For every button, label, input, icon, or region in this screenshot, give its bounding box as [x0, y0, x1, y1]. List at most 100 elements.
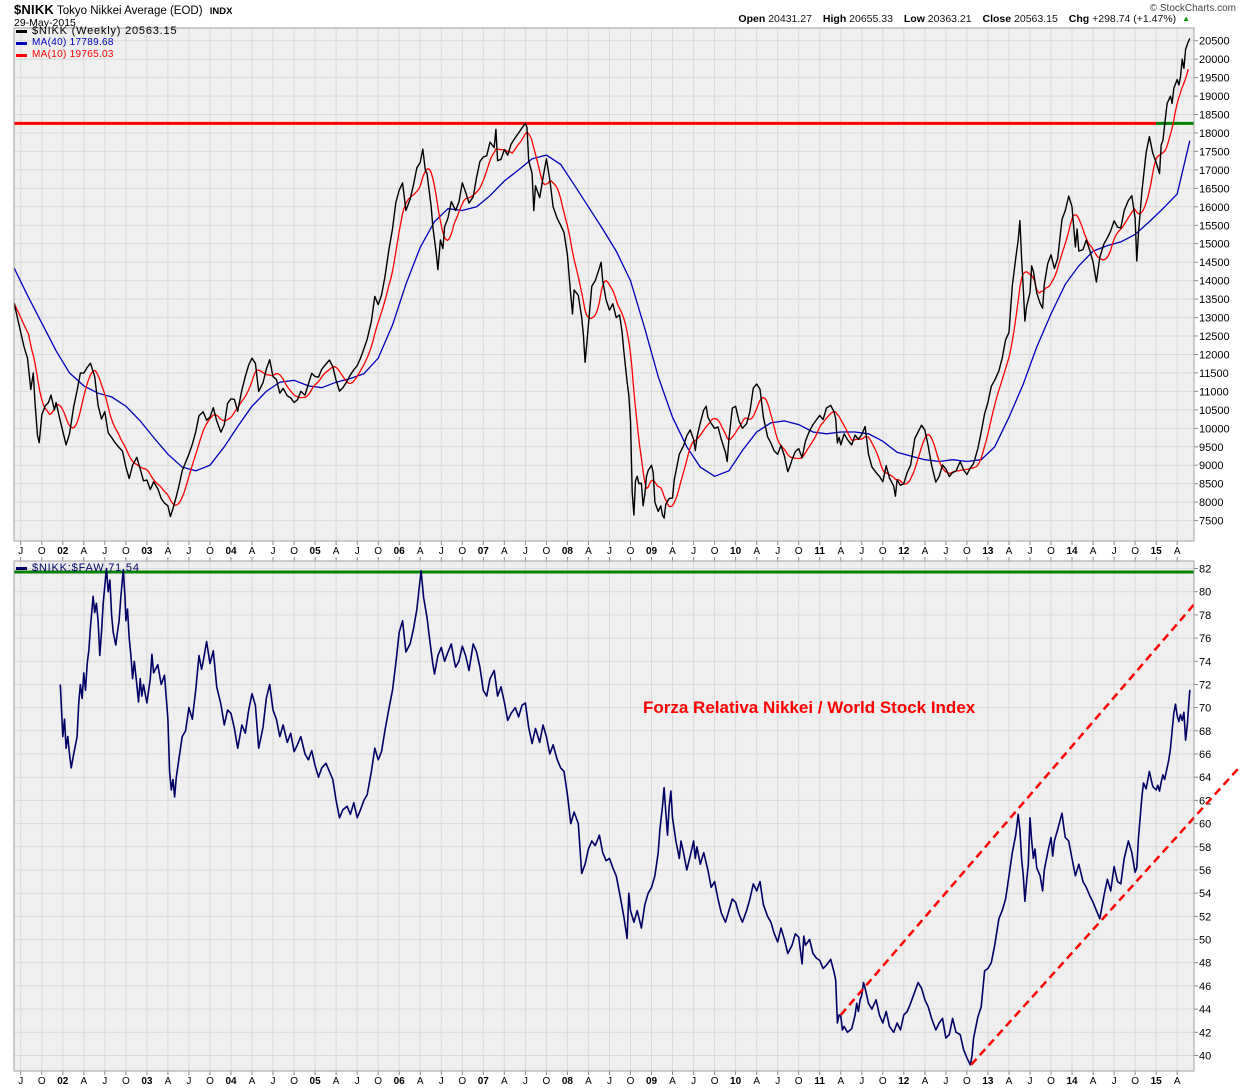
- low-value: 20363.21: [927, 13, 972, 25]
- svg-text:J: J: [18, 1076, 23, 1087]
- svg-text:10: 10: [730, 1076, 742, 1087]
- svg-text:J: J: [271, 546, 276, 557]
- svg-text:64: 64: [1199, 772, 1211, 784]
- exchange-label: INDX: [209, 6, 233, 17]
- ratio-panel-border: [13, 560, 1195, 1072]
- svg-text:O: O: [1047, 546, 1055, 557]
- svg-text:J: J: [691, 546, 696, 557]
- svg-text:A: A: [80, 1076, 87, 1087]
- svg-text:02: 02: [57, 546, 69, 557]
- svg-text:J: J: [943, 1076, 948, 1087]
- svg-text:13: 13: [982, 546, 994, 557]
- svg-text:O: O: [543, 546, 551, 557]
- svg-text:13000: 13000: [1199, 313, 1230, 325]
- svg-text:11000: 11000: [1199, 386, 1229, 398]
- svg-text:J: J: [439, 546, 444, 557]
- svg-text:46: 46: [1199, 981, 1211, 993]
- ratio-line-swatch-icon: [16, 566, 27, 570]
- svg-text:A: A: [1174, 546, 1181, 557]
- ohlc-quote-bar: Open 20431.27 High 20655.33 Low 20363.21…: [730, 13, 1190, 25]
- high-value: 20655.33: [849, 13, 893, 25]
- close-label: Close: [982, 13, 1012, 25]
- svg-text:A: A: [585, 546, 592, 557]
- svg-text:J: J: [102, 1076, 107, 1087]
- svg-text:O: O: [290, 546, 298, 557]
- svg-text:O: O: [963, 1076, 971, 1087]
- svg-text:J: J: [1028, 546, 1033, 557]
- svg-text:J: J: [691, 1076, 696, 1087]
- legend-item-ma10: MA(10) 19765.03: [16, 49, 177, 61]
- svg-text:A: A: [922, 546, 929, 557]
- svg-text:O: O: [458, 546, 466, 557]
- svg-text:J: J: [1112, 1076, 1117, 1087]
- chg-value: +298.74 (+1.47%): [1092, 13, 1177, 25]
- svg-text:A: A: [501, 1076, 508, 1087]
- svg-text:J: J: [439, 1076, 444, 1087]
- svg-text:15500: 15500: [1199, 220, 1230, 232]
- svg-text:50: 50: [1199, 935, 1211, 947]
- ma40-line: [14, 140, 1191, 478]
- svg-text:19500: 19500: [1199, 73, 1230, 85]
- svg-text:J: J: [355, 1076, 360, 1087]
- instrument-name: Tokyo Nikkei Average (EOD): [57, 5, 203, 17]
- svg-text:J: J: [943, 546, 948, 557]
- svg-text:05: 05: [310, 1076, 322, 1087]
- svg-text:J: J: [186, 546, 191, 557]
- y-axis-labels: 7500 8000 8500 9000 9500 10000 10500 11000 11500…: [1199, 36, 1230, 1063]
- svg-text:14: 14: [1066, 1076, 1078, 1087]
- symbol-label: $NIKK: [14, 2, 55, 17]
- nikkei-price-line: [14, 38, 1191, 519]
- svg-text:10500: 10500: [1199, 405, 1230, 417]
- price-line-swatch-icon: [16, 29, 27, 33]
- svg-text:A: A: [669, 1076, 676, 1087]
- svg-text:14: 14: [1066, 546, 1078, 557]
- svg-text:A: A: [249, 546, 256, 557]
- svg-text:74: 74: [1199, 656, 1211, 668]
- svg-text:J: J: [18, 546, 23, 557]
- svg-text:10: 10: [730, 546, 742, 557]
- svg-text:9000: 9000: [1199, 460, 1223, 472]
- svg-text:15: 15: [1151, 1076, 1163, 1087]
- svg-text:J: J: [271, 1076, 276, 1087]
- svg-text:A: A: [585, 1076, 592, 1087]
- svg-text:A: A: [417, 546, 424, 557]
- ratio-line: [59, 567, 1191, 1066]
- svg-text:66: 66: [1199, 749, 1211, 761]
- svg-text:08: 08: [562, 1076, 574, 1087]
- svg-text:8500: 8500: [1199, 479, 1223, 491]
- svg-text:07: 07: [478, 1076, 490, 1087]
- svg-text:A: A: [333, 546, 340, 557]
- svg-text:A: A: [165, 546, 172, 557]
- svg-text:68: 68: [1199, 726, 1211, 738]
- relative-strength-annotation: Forza Relativa Nikkei / World Stock Inde…: [643, 698, 976, 717]
- svg-text:09: 09: [646, 1076, 658, 1087]
- legend-item-ma40: MA(40) 17789.68: [16, 37, 177, 49]
- svg-text:A: A: [837, 1076, 844, 1087]
- svg-text:A: A: [501, 546, 508, 557]
- low-label: Low: [903, 13, 925, 25]
- axis-ticks: [20, 40, 1198, 1075]
- svg-text:06: 06: [394, 1076, 406, 1087]
- copyright-label: © StockCharts.com: [1149, 3, 1236, 14]
- svg-text:18500: 18500: [1199, 110, 1230, 122]
- svg-text:04: 04: [225, 1076, 237, 1087]
- svg-text:O: O: [1131, 1076, 1139, 1087]
- svg-text:J: J: [523, 1076, 528, 1087]
- svg-text:02: 02: [57, 1076, 69, 1087]
- svg-text:42: 42: [1199, 1027, 1211, 1039]
- chg-label: Chg: [1068, 13, 1090, 25]
- svg-text:O: O: [879, 1076, 887, 1087]
- svg-text:J: J: [186, 1076, 191, 1087]
- svg-text:82: 82: [1199, 564, 1211, 576]
- svg-text:J: J: [775, 1076, 780, 1087]
- svg-text:J: J: [607, 1076, 612, 1087]
- svg-text:J: J: [1028, 1076, 1033, 1087]
- svg-text:06: 06: [394, 546, 406, 557]
- svg-text:O: O: [1047, 1076, 1055, 1087]
- svg-text:03: 03: [141, 546, 153, 557]
- svg-text:O: O: [122, 546, 130, 557]
- ma10-line-swatch-icon: [16, 53, 27, 57]
- svg-text:20500: 20500: [1199, 36, 1230, 48]
- svg-text:8000: 8000: [1199, 497, 1223, 509]
